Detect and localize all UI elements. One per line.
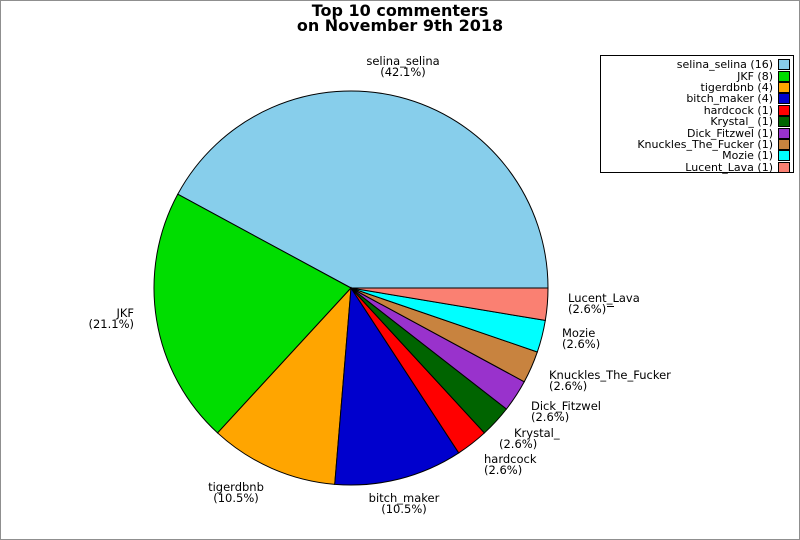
legend-item: tigerdbnb (4) (604, 81, 790, 93)
legend-item: Knuckles_The_Fucker (1) (604, 138, 790, 150)
legend-swatch (778, 138, 790, 150)
label-tick (607, 305, 615, 307)
legend-swatch (778, 116, 790, 128)
legend-item: Krystal_ (1) (604, 116, 790, 128)
legend-swatch (778, 70, 790, 82)
pie-slice-Lucent_Lava (350, 287, 549, 322)
pie-slice-selina_selina (177, 90, 549, 289)
chart-title-line1: Top 10 commenters (311, 1, 489, 20)
pie-slice-bitch_maker (334, 286, 460, 486)
legend-swatch (778, 150, 790, 162)
pie-label-jkf: JKF (21.1%) (88, 306, 134, 331)
pie-label-bitch_maker: bitch_maker (10.5%) (368, 491, 440, 516)
legend-swatch (778, 59, 790, 71)
pie-label-dick_fitzwel: Dick_Fitzwel (2.6%) (531, 399, 601, 424)
legend-swatch (778, 104, 790, 116)
pie-label-mozie: Mozie (2.6%) (562, 326, 601, 351)
pie-label-krystal: Krystal_ (2.6%) (499, 426, 560, 451)
legend-item: Mozie (1) (604, 150, 790, 162)
pie-label-knuckles_the_fucker: Knuckles_The_Fucker (2.6%) (549, 368, 671, 393)
pie-label-tigerdbnb: tigerdbnb (10.5%) (208, 480, 264, 505)
legend-swatch (778, 81, 790, 93)
legend-swatch (778, 127, 790, 139)
legend-item: JKF (8) (604, 70, 790, 82)
pie-slice-JKF (153, 193, 352, 434)
legend-swatch (778, 93, 790, 105)
pie-slice-tigerdbnb (216, 286, 352, 485)
legend-item: selina_selina (16) (604, 59, 790, 71)
legend-item: Lucent_Lava (1) (604, 161, 790, 173)
legend-item: bitch_maker (4) (604, 93, 790, 105)
pie-label-selina_selina: selina_selina (42.1%) (366, 54, 440, 79)
legend-item: Dick_Fitzwel (1) (604, 127, 790, 139)
pie-label-hardcock: hardcock (2.6%) (484, 452, 537, 477)
legend-box: selina_selina (16) JKF (8) tigerdbnb (4)… (600, 55, 794, 173)
pie-chart (153, 90, 549, 486)
chart-title: Top 10 commenters on November 9th 2018 (1, 1, 799, 35)
legend-item: hardcock (1) (604, 104, 790, 116)
legend-swatch (778, 161, 790, 173)
pie-label-lucent_lava: Lucent_Lava (2.6%) (568, 291, 640, 316)
chart-title-line2: on November 9th 2018 (296, 15, 504, 35)
